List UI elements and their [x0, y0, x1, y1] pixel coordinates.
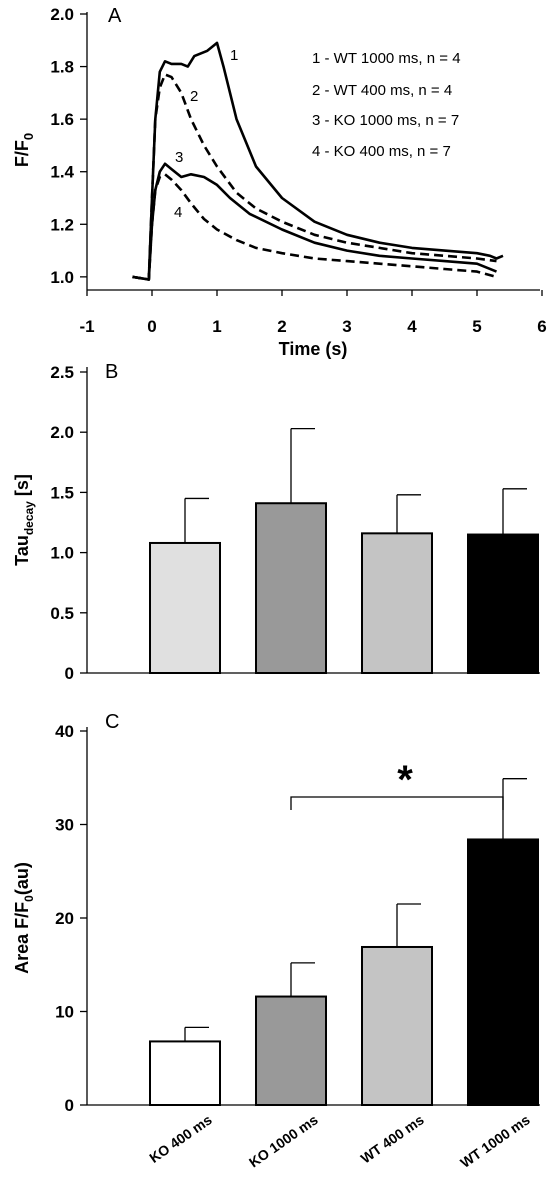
panel-c: C 0 10 20 30 40 KO 400 ms KO 1000 ms WT 400 ms…	[12, 711, 540, 1171]
y-tick-label: 1.0	[50, 268, 74, 287]
panel-b-bar	[467, 533, 539, 674]
panel-b-y-title-suffix: [s]	[12, 474, 32, 501]
y-tick-label: 1.2	[50, 215, 74, 234]
y-tick-label: 20	[55, 909, 74, 928]
y-tick-label: 0	[65, 1096, 74, 1115]
panel-b-y-title-sub: decay	[22, 501, 36, 535]
panel-b-bar	[361, 532, 433, 674]
y-tick-label: 30	[55, 816, 74, 835]
significance-line	[290, 796, 504, 810]
panel-c-y-ticks: 0 10 20 30 40	[55, 722, 87, 1115]
curve-label-1: 1	[230, 47, 238, 64]
x-tick-label: -1	[79, 317, 94, 336]
panel-c-bar	[467, 838, 539, 1107]
x-tick-label: 5	[472, 317, 481, 336]
panel-b-bar	[255, 502, 327, 674]
panel-c-category-labels: KO 400 ms KO 1000 ms WT 400 ms WT 1000 ms	[146, 1111, 533, 1171]
panel-b-y-ticks: 0 0.5 1.0 1.5 2.0 2.5	[50, 363, 87, 683]
panel-b-letter: B	[105, 361, 118, 383]
x-tick-label: 6	[537, 317, 546, 336]
category-label: WT 1000 ms	[457, 1111, 533, 1171]
y-tick-label: 2.0	[50, 423, 74, 442]
curve-4	[132, 173, 497, 281]
legend-entry-4: 4 - KO 400 ms, n = 7	[312, 143, 451, 160]
panel-a-y-ticks: 1.0 1.2 1.4 1.6 1.8 2.0	[50, 5, 87, 287]
panel-a-y-title: F/F0	[12, 133, 36, 167]
panel-b: B 0 0.5 1.0 1.5 2.0 2.5 Taudecay [s]	[12, 361, 540, 683]
y-tick-label: 40	[55, 722, 74, 741]
panel-c-bar	[255, 995, 327, 1106]
x-tick-label: 0	[147, 317, 156, 336]
panel-a: A 1.0 1.2 1.4 1.6 1.8 2.0 -1 0 1 2 3 4 5 6 1 2 3 4 1…	[12, 5, 547, 359]
panel-a-letter: A	[108, 5, 122, 27]
y-tick-label: 0	[65, 664, 74, 683]
y-tick-label: 10	[55, 1003, 74, 1022]
x-tick-label: 1	[212, 317, 221, 336]
legend-entry-1: 1 - WT 1000 ms, n = 4	[312, 50, 461, 67]
y-tick-label: 1.8	[50, 58, 74, 77]
legend-entry-3: 3 - KO 1000 ms, n = 7	[312, 112, 459, 129]
panel-b-bars	[149, 427, 539, 675]
curve-label-3: 3	[175, 149, 183, 166]
x-tick-label: 3	[342, 317, 351, 336]
panel-c-bars	[149, 778, 539, 1107]
panel-b-y-title-main: Tau	[12, 535, 32, 566]
legend-entry-2: 2 - WT 400 ms, n = 4	[312, 82, 452, 99]
curve-label-4: 4	[174, 204, 182, 221]
significance-asterisk: *	[397, 758, 413, 802]
y-tick-label: 2.0	[50, 5, 74, 24]
panel-a-x-ticks: -1 0 1 2 3 4 5 6	[79, 290, 547, 336]
panel-a-curves	[132, 41, 504, 281]
panel-a-legend: 1 - WT 1000 ms, n = 4 2 - WT 400 ms, n =…	[312, 50, 461, 160]
x-tick-label: 4	[407, 317, 417, 336]
y-tick-label: 1.5	[50, 483, 74, 502]
x-tick-label: 2	[277, 317, 286, 336]
panel-c-letter: C	[105, 711, 119, 733]
y-tick-label: 2.5	[50, 363, 74, 382]
panel-a-x-title: Time (s)	[279, 339, 348, 359]
panel-c-bar	[149, 1040, 221, 1107]
panel-b-y-title: Taudecay [s]	[12, 474, 36, 566]
category-label: KO 400 ms	[146, 1111, 215, 1166]
panel-c-y-title-main: Area F/F	[12, 902, 32, 974]
y-tick-label: 1.6	[50, 110, 74, 129]
panel-c-y-title-suffix: (au)	[12, 862, 32, 895]
curve-1	[132, 41, 504, 281]
category-label: KO 1000 ms	[246, 1111, 321, 1170]
curve-2	[132, 73, 497, 281]
y-tick-label: 0.5	[50, 604, 74, 623]
panel-c-y-title-sub: 0	[22, 895, 36, 902]
panel-a-y-title-sub: 0	[21, 133, 36, 140]
y-tick-label: 1.0	[50, 544, 74, 563]
curve-label-2: 2	[190, 88, 198, 105]
panel-a-y-title-main: F/F	[12, 140, 32, 167]
panel-b-bar	[149, 541, 221, 675]
significance-bracket: *	[290, 758, 504, 810]
category-label: WT 400 ms	[358, 1111, 427, 1166]
panel-c-bar	[361, 945, 433, 1106]
y-tick-label: 1.4	[50, 163, 74, 182]
panel-c-y-title: Area F/F0(au)	[12, 862, 36, 974]
